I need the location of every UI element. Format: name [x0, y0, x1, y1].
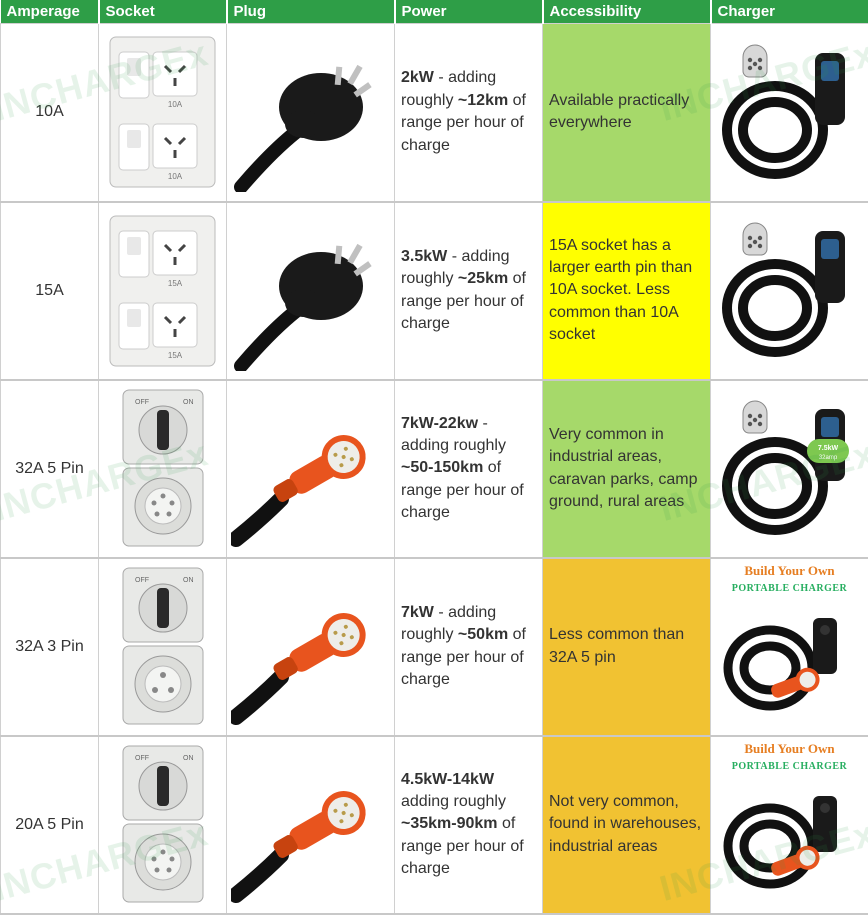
wall-socket-image: 15A 15A [105, 211, 220, 371]
charger-cell: Build Your OwnPORTABLE CHARGER [711, 736, 868, 914]
industrial-socket-image: OFF ON [105, 386, 220, 551]
ev-charger-image [715, 35, 865, 190]
col-header-amperage: Amperage [1, 0, 99, 24]
plug-cell [227, 736, 395, 914]
amperage-cell: 15A [1, 202, 99, 380]
au-plug-image [231, 211, 391, 371]
table-row: 15A 15A 15A 3.5kW - adding roughly ~25km… [1, 202, 868, 380]
table-row: 32A 5 Pin OFF ON 7kW-22kw - adding roughl… [1, 380, 868, 558]
svg-text:OFF: OFF [135, 399, 149, 406]
plug-cell [227, 24, 395, 202]
svg-text:ON: ON [183, 399, 194, 406]
power-cell: 7kW-22kw - adding roughly ~50-150km of r… [395, 380, 543, 558]
accessibility-cell: Less common than 32A 5 pin [543, 558, 711, 736]
socket-cell: 10A 10A [99, 24, 227, 202]
amperage-cell: 20A 5 Pin [1, 736, 99, 914]
svg-text:15A: 15A [168, 279, 183, 288]
col-header-access: Accessibility [543, 0, 711, 24]
svg-text:7.5kW: 7.5kW [817, 445, 838, 452]
build-your-own-label: Build Your OwnPORTABLE CHARGER [711, 563, 868, 595]
amperage-cell: 32A 5 Pin [1, 380, 99, 558]
socket-cell: 15A 15A [99, 202, 227, 380]
charger-cell [711, 24, 868, 202]
power-cell: 2kW - adding roughly ~12km of range per … [395, 24, 543, 202]
charger-cell: 7.5kW 32amp [711, 380, 868, 558]
wall-socket-image: 10A 10A [105, 32, 220, 192]
svg-text:10A: 10A [168, 100, 183, 109]
accessibility-cell: Available practically everywhere [543, 24, 711, 202]
accessibility-cell: 15A socket has a larger earth pin than 1… [543, 202, 711, 380]
table-row: 32A 3 Pin OFF ON 7kW - adding roughly ~50… [1, 558, 868, 736]
amperage-cell: 32A 3 Pin [1, 558, 99, 736]
industrial-socket-image: OFF ON [105, 742, 220, 907]
charger-comparison-table: AmperageSocketPlugPowerAccessibilityChar… [0, 0, 868, 915]
table-row: 10A 10A 10A 2kW - adding roughly ~12km o… [1, 24, 868, 202]
svg-text:ON: ON [183, 755, 194, 762]
accessibility-cell: Not very common, found in warehouses, in… [543, 736, 711, 914]
svg-text:ON: ON [183, 577, 194, 584]
col-header-charger: Charger [711, 0, 868, 24]
svg-text:OFF: OFF [135, 577, 149, 584]
socket-cell: OFF ON [99, 380, 227, 558]
charger-cell: Build Your OwnPORTABLE CHARGER [711, 558, 868, 736]
byo-charger-image [715, 598, 865, 723]
build-your-own-label: Build Your OwnPORTABLE CHARGER [711, 741, 868, 773]
svg-text:32amp: 32amp [818, 455, 837, 461]
industrial-socket-image: OFF ON [105, 564, 220, 729]
power-cell: 7kW - adding roughly ~50km of range per … [395, 558, 543, 736]
byo-charger-image [715, 776, 865, 901]
table-row: 20A 5 Pin OFF ON 4.5kW-14kW adding roughl… [1, 736, 868, 914]
industrial-plug-image [231, 389, 391, 549]
amperage-cell: 10A [1, 24, 99, 202]
plug-cell [227, 202, 395, 380]
power-cell: 4.5kW-14kW adding roughly ~35km-90km of … [395, 736, 543, 914]
power-cell: 3.5kW - adding roughly ~25km of range pe… [395, 202, 543, 380]
accessibility-cell: Very common in industrial areas, caravan… [543, 380, 711, 558]
col-header-socket: Socket [99, 0, 227, 24]
ev-charger-image [715, 213, 865, 368]
au-plug-image [231, 32, 391, 192]
socket-cell: OFF ON [99, 736, 227, 914]
col-header-plug: Plug [227, 0, 395, 24]
plug-cell [227, 558, 395, 736]
plug-cell [227, 380, 395, 558]
svg-text:10A: 10A [168, 172, 183, 181]
industrial-plug-image [231, 567, 391, 727]
industrial-plug-image [231, 745, 391, 905]
charger-cell [711, 202, 868, 380]
socket-cell: OFF ON [99, 558, 227, 736]
svg-text:OFF: OFF [135, 755, 149, 762]
svg-text:15A: 15A [168, 351, 183, 360]
ev-charger-image: 7.5kW 32amp [715, 391, 865, 546]
col-header-power: Power [395, 0, 543, 24]
